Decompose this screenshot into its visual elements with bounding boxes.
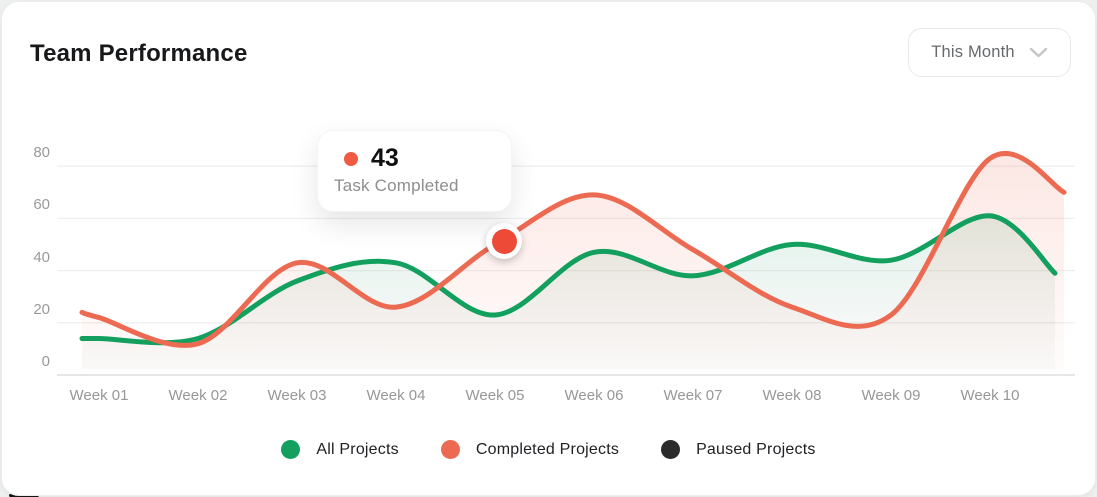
x-axis-tick-label: Week 01: [69, 387, 129, 404]
all-projects-line[interactable]: [79, 213, 1058, 346]
legend-item-paused-projects[interactable]: Paused Projects: [661, 440, 816, 459]
highlighted-data-point[interactable]: [486, 223, 522, 259]
legend-dot-icon: [281, 440, 301, 459]
legend-label: Completed Projects: [475, 440, 620, 458]
x-axis-tick-label: Week 05: [465, 387, 525, 404]
legend-item-completed-projects[interactable]: Completed Projects: [440, 440, 620, 459]
chevron-down-icon: [1029, 47, 1048, 58]
chart-tooltip: 43 Task Completed: [317, 130, 512, 212]
legend-label: All Projects: [316, 440, 399, 458]
x-axis-tick-label: Week 08: [762, 387, 822, 404]
y-axis-label: 40: [33, 248, 50, 266]
x-axis-tick-label: Week 07: [663, 387, 723, 404]
page-title: Team Performance: [30, 40, 248, 67]
x-axis-tick-label: Week 03: [267, 387, 327, 404]
completed-projects-line[interactable]: [79, 150, 1067, 348]
period-dropdown-label: This Month: [931, 43, 1015, 61]
legend-dot-icon: [440, 440, 460, 459]
x-axis-tick-label: Week 02: [168, 387, 228, 404]
x-axis-tick-label: Week 10: [960, 387, 1020, 404]
y-axis-label: 60: [33, 196, 50, 214]
x-axis-tick-label: Week 04: [366, 387, 426, 404]
chart-legend: All Projects Completed Projects Paused Pro…: [2, 440, 1095, 459]
legend-label: Paused Projects: [696, 440, 816, 458]
data-point-dot-icon: [491, 228, 517, 254]
period-dropdown[interactable]: This Month: [908, 28, 1071, 77]
tooltip-series-dot-icon: [344, 151, 358, 166]
y-axis-label: 80: [33, 144, 50, 162]
legend-dot-icon: [661, 440, 681, 459]
tooltip-label: Task Completed: [334, 176, 459, 195]
tooltip-value: 43: [371, 144, 399, 172]
x-axis-tick-label: Week 09: [861, 387, 921, 404]
y-axis-label: 20: [33, 300, 50, 318]
y-axis-label: 0: [41, 353, 50, 370]
x-axis-tick-label: Week 06: [564, 387, 624, 404]
legend-item-all-projects[interactable]: All Projects: [281, 440, 399, 459]
